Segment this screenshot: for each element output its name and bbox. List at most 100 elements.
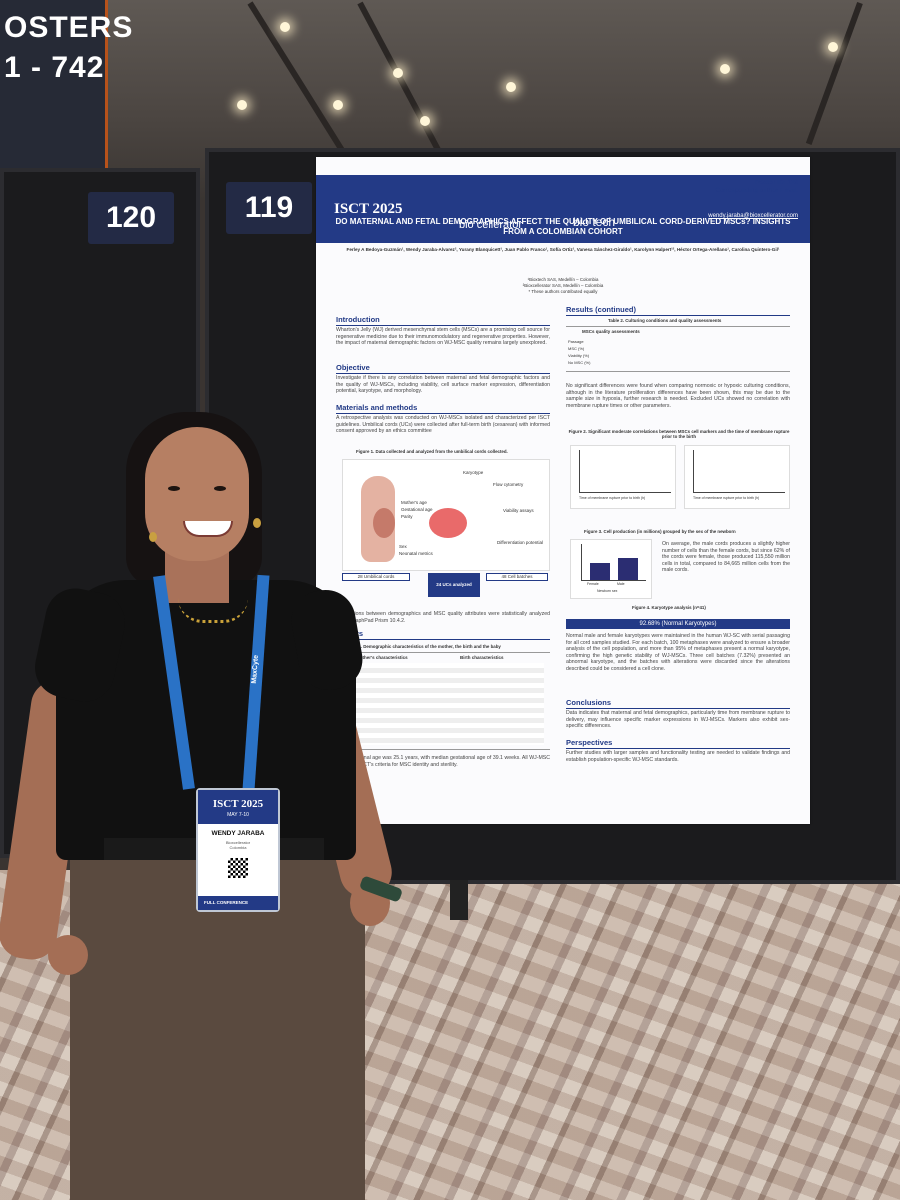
right-eye bbox=[214, 486, 226, 491]
figure2-plot-left: Time of membrane rupture prior to birth … bbox=[570, 445, 676, 509]
poster-authors: Ferley A Bedoya-Guzmán¹, Wendy Jaraba-Al… bbox=[346, 247, 780, 252]
tick-female: Female bbox=[587, 582, 599, 586]
table2-row: Viability (%) bbox=[568, 353, 590, 358]
conclusions-text: Data indicates that maternal and fetal d… bbox=[566, 710, 790, 730]
poster-title: DO MATERNAL AND FETAL DEMOGRAPHICS AFFEC… bbox=[335, 217, 791, 236]
poster-header: ISCT 2025 bio cellerator bio tech wendy.… bbox=[316, 175, 810, 243]
label-flow: Flow cytometry bbox=[493, 482, 524, 487]
face bbox=[145, 427, 249, 561]
ceiling-light bbox=[237, 100, 247, 110]
x-axis bbox=[693, 492, 785, 493]
left-hand bbox=[48, 935, 88, 975]
bioxtech-logo: bio tech bbox=[573, 215, 616, 229]
results-continued-text: No significant differences were found wh… bbox=[566, 383, 790, 409]
badge-footer: FULL CONFERENCE bbox=[198, 896, 278, 910]
left-eye bbox=[168, 486, 180, 491]
badge-logo: ISCT 2025 bbox=[198, 790, 278, 824]
objective-text: Investigate if there is any correlation … bbox=[336, 375, 550, 395]
posters-banner: OSTERS 1 - 742 bbox=[0, 0, 132, 170]
tick-male: Male bbox=[617, 582, 625, 586]
figure2-xlabel: Time of membrane rupture prior to birth … bbox=[693, 496, 760, 500]
corresponding-label: Corresponding author Email: bbox=[715, 187, 798, 194]
lanyard-text: MaxCyte bbox=[250, 654, 260, 684]
fetus-icon bbox=[373, 508, 395, 538]
figure3-caption: Figure 3. Cell production (in millions) … bbox=[584, 529, 736, 534]
figure2-xlabel: Time of membrane rupture prior to birth … bbox=[579, 496, 646, 500]
ceiling-light bbox=[720, 64, 730, 74]
affiliation: ¹Bioxtech SAS, Medellín – Colombia bbox=[527, 277, 599, 282]
section-results: Results bbox=[336, 629, 550, 640]
bar-male bbox=[618, 558, 638, 580]
y-axis bbox=[693, 450, 694, 492]
figure1-caption: Figure 1. Data collected and analyzed fr… bbox=[356, 449, 508, 454]
table1-rows bbox=[344, 663, 544, 745]
section-objective: Objective bbox=[336, 363, 550, 374]
table2-header: MSCs quality assessments bbox=[582, 329, 640, 334]
box-umbilical-cords: 28 Umbilical cords bbox=[342, 573, 410, 581]
cells-dish-icon bbox=[429, 508, 467, 538]
banner-text: OSTERS 1 - 742 bbox=[4, 11, 134, 84]
intro-text: Wharton's Jelly (WJ) derived mesenchymal… bbox=[336, 327, 550, 347]
poster-affiliations: ¹Bioxtech SAS, Medellín – Colombia ²Biox… bbox=[466, 277, 660, 295]
figure2-caption: Figure 2. Significant moderate correlati… bbox=[568, 429, 790, 439]
isct-logo: ISCT 2025 bbox=[334, 201, 403, 217]
table1: Mother's characteristics Birth character… bbox=[340, 652, 550, 750]
label-neonatal: Neonatal metrics bbox=[399, 551, 433, 556]
badge-name: WENDY JARABA bbox=[211, 830, 265, 837]
table2-caption: Table 2. Culturing conditions and qualit… bbox=[608, 318, 722, 323]
methods-text: A retrospective analysis was conducted o… bbox=[336, 415, 550, 435]
section-results-continued: Results (continued) bbox=[566, 305, 790, 316]
board-stand-leg bbox=[450, 880, 468, 920]
qr-code-icon bbox=[228, 858, 248, 878]
bioxcellerator-logo: bio cellerator bbox=[459, 219, 522, 231]
label-sex: Sex bbox=[399, 544, 407, 549]
conference-badge: ISCT 2025 MAY 7-10 WENDY JARABA Bioxcell… bbox=[196, 788, 280, 912]
section-introduction: Introduction bbox=[336, 315, 550, 326]
ceiling-light bbox=[506, 82, 516, 92]
label-mother-age: Mother's age bbox=[401, 500, 427, 505]
affiliation: * These authors contributed equally bbox=[528, 289, 598, 294]
badge-organization: Bioxcellerator Colombia bbox=[225, 840, 251, 850]
label-parity: Parity bbox=[401, 514, 413, 519]
affiliation: ²Bioxcellerator SAS, Medellín – Colombia bbox=[522, 283, 604, 288]
table1-header-mother: Mother's characteristics bbox=[356, 655, 408, 660]
karyotype-bar: 92.68% (Normal Karyotypes) bbox=[566, 619, 790, 629]
box-cell-batches: 48 Cell batches bbox=[486, 573, 548, 581]
poster-id: Poster ID: 119 Corresponding author Emai… bbox=[715, 179, 798, 195]
board-number-120: 120 bbox=[88, 192, 174, 244]
table2-row: MSC (%) bbox=[568, 346, 585, 351]
table1-header-birth: Birth characteristics bbox=[460, 655, 504, 660]
board-number-119: 119 bbox=[226, 182, 312, 234]
label-differentiation: Differentiation potential bbox=[497, 540, 543, 545]
figure3-bar-chart: Female Male Newborn sex bbox=[570, 539, 652, 599]
ceiling-light bbox=[333, 100, 343, 110]
results-text: Mean maternal age was 25.1 years, with m… bbox=[336, 755, 550, 768]
box-ucs-analyzed: 24 UCs analyzed bbox=[428, 573, 480, 597]
figure3-plot-area bbox=[581, 544, 646, 581]
table2-row: No MSC (%) bbox=[568, 360, 591, 365]
necklace bbox=[178, 598, 248, 623]
figure1-diagram: Karyotype Flow cytometry Mother's age Ge… bbox=[342, 459, 550, 571]
figure3-text: On average, the male cords produces a sl… bbox=[662, 541, 790, 574]
figure3-xlabel: Newborn sex bbox=[597, 589, 618, 593]
figure4-caption: Figure 4. Karyotype analysis (n=41) bbox=[632, 605, 706, 610]
earring bbox=[149, 532, 157, 542]
label-gestational: Gestational age bbox=[401, 507, 433, 512]
badge-dates: MAY 7-10 bbox=[227, 812, 249, 818]
section-methods: Materials and methods bbox=[336, 403, 550, 414]
table2: MSCs quality assessments Passage MSC (%)… bbox=[566, 326, 790, 372]
methods-text-2: Correlations between demographics and MS… bbox=[336, 611, 550, 624]
perspectives-text: Further studies with larger samples and … bbox=[566, 750, 790, 763]
ceiling-light bbox=[393, 68, 403, 78]
earring bbox=[253, 518, 261, 528]
label-karyotype: Karyotype bbox=[463, 470, 484, 475]
x-axis bbox=[579, 492, 671, 493]
author-email: wendy.jaraba@bioxcellerator.com bbox=[708, 213, 798, 219]
poster-id-text: Poster ID: 119 bbox=[755, 179, 798, 186]
research-poster: ISCT 2025 bio cellerator bio tech wendy.… bbox=[316, 157, 810, 824]
bar-female bbox=[590, 563, 610, 580]
figure2-plot-right: Time of membrane rupture prior to birth … bbox=[684, 445, 790, 509]
ceiling-light bbox=[420, 116, 430, 126]
label-viability: Viability assays bbox=[503, 508, 534, 513]
y-axis bbox=[579, 450, 580, 492]
